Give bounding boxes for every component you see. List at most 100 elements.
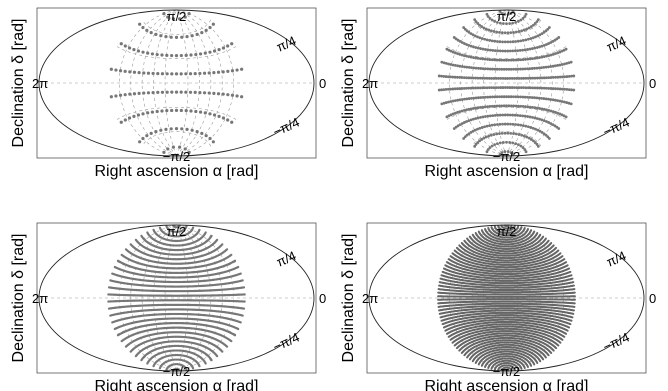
data-point <box>563 75 567 79</box>
data-point <box>123 44 127 48</box>
data-point <box>488 95 492 99</box>
data-point <box>551 110 555 114</box>
data-point <box>506 86 510 89</box>
data-point <box>555 37 559 41</box>
data-point <box>489 133 493 137</box>
data-point <box>146 111 150 115</box>
data-point <box>533 56 537 60</box>
data-point <box>149 131 153 136</box>
data-point <box>180 127 184 131</box>
data-point <box>570 88 573 92</box>
data-point <box>462 76 466 80</box>
data-point <box>495 30 499 34</box>
data-point <box>116 334 120 337</box>
data-point <box>109 95 113 99</box>
data-point <box>531 76 535 80</box>
data-point <box>462 54 466 58</box>
data-point <box>508 141 512 144</box>
data-point <box>193 90 197 95</box>
data-point <box>477 230 480 233</box>
data-point <box>471 33 475 37</box>
data-point <box>463 65 466 69</box>
data-point <box>471 86 475 90</box>
data-point <box>184 90 188 94</box>
data-point <box>141 25 145 30</box>
data-point <box>111 321 114 324</box>
data-point <box>544 97 548 101</box>
data-point <box>503 13 507 16</box>
data-point <box>495 95 499 99</box>
data-point <box>556 99 560 102</box>
data-point <box>514 142 518 146</box>
data-point <box>551 64 555 68</box>
tick-label-bottom: −π/2 <box>493 149 520 164</box>
data-point <box>501 86 505 89</box>
data-point <box>511 10 515 13</box>
data-point <box>519 18 523 22</box>
data-point <box>216 70 221 74</box>
data-point <box>453 64 457 67</box>
data-point <box>208 25 212 30</box>
data-point <box>484 135 488 139</box>
data-point <box>545 86 548 90</box>
data-point <box>490 18 494 22</box>
data-point <box>512 95 515 99</box>
data-point <box>533 66 536 70</box>
data-point <box>444 101 448 104</box>
data-point <box>467 97 471 100</box>
data-point <box>490 123 494 127</box>
data-point <box>467 132 471 136</box>
data-point <box>444 75 448 78</box>
data-point <box>512 31 515 34</box>
data-point <box>463 239 466 242</box>
data-point <box>521 105 525 108</box>
data-point <box>538 129 542 133</box>
data-point <box>493 104 496 108</box>
data-point <box>442 74 446 78</box>
data-point <box>472 45 475 49</box>
data-point <box>554 87 557 91</box>
data-point <box>483 125 487 129</box>
data-point <box>493 49 497 53</box>
data-point <box>549 76 553 79</box>
data-point <box>523 67 527 71</box>
data-point <box>118 93 123 97</box>
data-point <box>154 32 158 36</box>
data-point <box>526 95 529 99</box>
data-point <box>449 63 453 66</box>
data-point <box>531 86 535 90</box>
data-point <box>516 49 520 53</box>
data-point <box>485 38 489 42</box>
data-point <box>549 98 553 101</box>
data-point <box>562 114 566 118</box>
data-point <box>165 53 169 57</box>
data-point <box>513 86 516 89</box>
data-point <box>535 76 539 80</box>
data-point <box>445 115 449 119</box>
data-point <box>189 53 193 57</box>
data-point <box>506 122 510 126</box>
data-point <box>547 54 551 58</box>
data-point <box>174 127 179 131</box>
data-point <box>440 74 443 78</box>
data-point <box>526 57 530 61</box>
data-point <box>501 22 505 25</box>
data-point <box>453 99 457 102</box>
data-point <box>508 77 512 80</box>
grid-lines <box>446 9 567 157</box>
data-point <box>501 141 505 144</box>
data-point <box>184 53 188 57</box>
data-point <box>114 68 118 72</box>
data-point <box>493 143 497 147</box>
data-point <box>152 365 155 368</box>
data-point <box>498 141 502 145</box>
data-point <box>506 40 510 44</box>
data-point <box>533 96 536 100</box>
data-point <box>508 49 512 53</box>
data-point <box>128 70 132 74</box>
data-point <box>491 67 494 71</box>
data-point <box>460 241 463 244</box>
data-point <box>469 55 473 59</box>
data-point <box>141 136 145 141</box>
data-point <box>498 49 502 53</box>
